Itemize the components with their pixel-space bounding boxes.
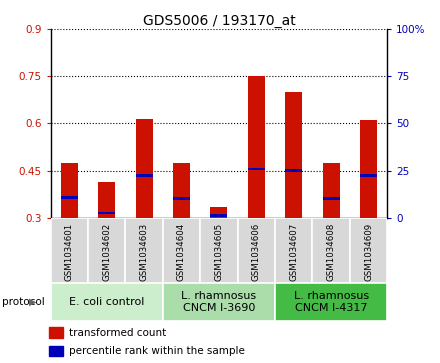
Bar	[125, 218, 163, 283]
Bar	[323, 163, 340, 218]
Text: GSM1034603: GSM1034603	[139, 223, 149, 281]
Bar	[61, 163, 78, 218]
Bar	[200, 218, 238, 283]
Text: percentile rank within the sample: percentile rank within the sample	[70, 346, 246, 356]
Bar	[360, 174, 377, 176]
Text: transformed count: transformed count	[70, 327, 167, 338]
Text: protocol: protocol	[2, 297, 45, 307]
Bar	[312, 218, 350, 283]
Bar	[173, 163, 190, 218]
Bar	[248, 168, 265, 170]
Bar	[163, 283, 275, 321]
Bar	[285, 170, 302, 172]
Bar	[51, 218, 88, 283]
Bar	[49, 327, 62, 338]
Bar	[173, 197, 190, 200]
Bar	[360, 120, 377, 218]
Title: GDS5006 / 193170_at: GDS5006 / 193170_at	[143, 14, 295, 28]
Text: GSM1034601: GSM1034601	[65, 223, 74, 281]
Bar	[285, 92, 302, 218]
Text: GSM1034609: GSM1034609	[364, 223, 373, 281]
Text: E. coli control: E. coli control	[69, 297, 144, 307]
Text: L. rhamnosus
CNCM I-4317: L. rhamnosus CNCM I-4317	[293, 291, 369, 313]
Bar	[248, 76, 265, 218]
Bar	[238, 218, 275, 283]
Bar	[136, 174, 153, 176]
Bar	[98, 182, 115, 218]
Text: GSM1034608: GSM1034608	[326, 223, 336, 281]
Text: GSM1034606: GSM1034606	[252, 223, 261, 281]
Text: GSM1034602: GSM1034602	[102, 223, 111, 281]
Bar	[275, 218, 312, 283]
Bar	[163, 218, 200, 283]
Text: GSM1034605: GSM1034605	[214, 223, 224, 281]
Bar	[49, 346, 62, 356]
Bar	[275, 283, 387, 321]
Bar	[51, 283, 163, 321]
Bar	[210, 207, 227, 218]
Text: ▶: ▶	[29, 297, 37, 307]
Bar	[136, 119, 153, 218]
Bar	[323, 197, 340, 200]
Text: L. rhamnosus
CNCM I-3690: L. rhamnosus CNCM I-3690	[181, 291, 257, 313]
Text: GSM1034604: GSM1034604	[177, 223, 186, 281]
Bar	[61, 196, 78, 199]
Text: GSM1034607: GSM1034607	[289, 223, 298, 281]
Bar	[210, 214, 227, 217]
Bar	[98, 212, 115, 214]
Bar	[88, 218, 125, 283]
Bar	[350, 218, 387, 283]
